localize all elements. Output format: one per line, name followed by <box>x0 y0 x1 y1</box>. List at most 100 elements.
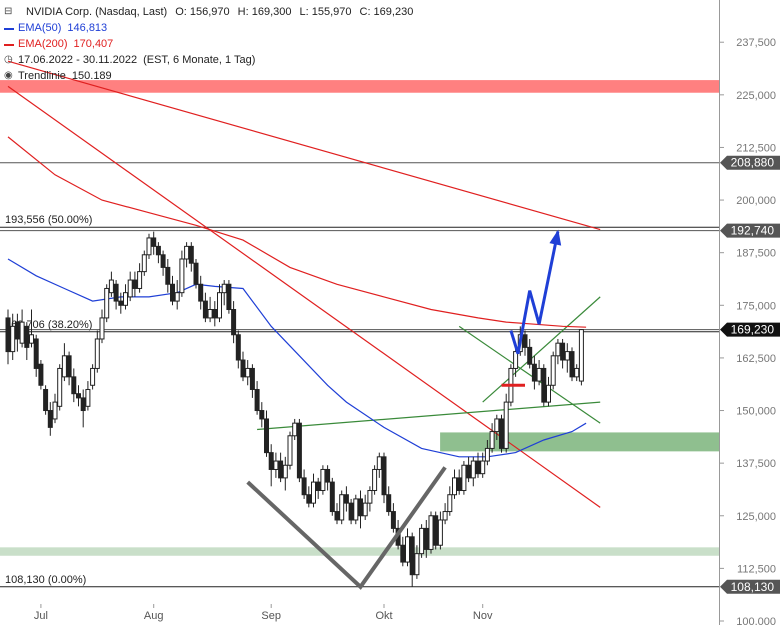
candle <box>226 280 232 314</box>
candle-body <box>372 468 378 492</box>
candle-body <box>325 468 331 483</box>
candle-body <box>127 279 133 298</box>
candle-body <box>123 292 128 306</box>
zone-band <box>0 80 719 93</box>
collapse-icon[interactable]: ⊟ <box>4 6 13 17</box>
candle <box>123 284 128 310</box>
candle-body <box>221 283 227 294</box>
price-tag: 108,130 <box>720 579 780 594</box>
candle-body <box>268 452 274 470</box>
candle-body <box>76 393 81 399</box>
fib-level-label: 193,556 (50.00%) <box>5 214 92 226</box>
y-tick-label: 200,000 <box>736 195 776 207</box>
candle-body <box>29 334 34 344</box>
candle-body <box>560 342 566 361</box>
v-formation <box>246 466 447 590</box>
candle-body <box>320 468 326 492</box>
legend-trendline-row[interactable]: ◉ Trendlinie 150.189 <box>4 68 413 84</box>
candle <box>99 309 105 344</box>
candle-body <box>155 245 161 256</box>
candle-body <box>437 519 443 546</box>
candle <box>217 284 222 323</box>
trendline-icon: ◉ <box>4 70 13 81</box>
legend-period-row[interactable]: ◷ 17.06.2022 - 30.11.2022 (EST, 6 Monate… <box>4 52 413 68</box>
y-tick-label: 112,500 <box>737 563 776 575</box>
candle-body <box>264 418 269 454</box>
candle-body <box>240 359 246 378</box>
candle <box>179 250 185 297</box>
candle-body <box>306 494 312 504</box>
candle <box>348 498 354 525</box>
candle-body <box>24 325 30 348</box>
candle <box>71 368 77 403</box>
candle-body <box>38 363 44 386</box>
candle-body <box>499 418 504 449</box>
candle-body <box>66 355 72 378</box>
candle <box>61 343 67 382</box>
candle-body <box>259 410 265 420</box>
x-tick-label: Okt <box>375 610 392 622</box>
y-tick-label: 187,500 <box>736 248 776 260</box>
candle-body <box>5 317 11 353</box>
x-axis: Jul Aug Sep Okt Nov <box>34 604 493 622</box>
legend-ema200-row[interactable]: EMA(200) 170,407 <box>4 36 413 52</box>
candle-body <box>71 376 77 395</box>
candle-body <box>564 351 570 361</box>
candle <box>390 503 396 533</box>
candle <box>296 418 302 483</box>
forecast-arrow-head <box>549 229 562 246</box>
candle <box>560 338 566 369</box>
candle <box>358 490 363 529</box>
candle <box>503 393 509 453</box>
candle-body <box>531 363 537 382</box>
instrument-title: NVIDIA Corp. (Nasdaq, Last) <box>26 6 168 18</box>
candle-body <box>226 283 232 311</box>
candle-body <box>19 321 25 344</box>
candle-body <box>461 464 467 492</box>
candle <box>57 364 63 411</box>
candle <box>574 364 580 382</box>
price-tag: 169,230 <box>720 322 780 337</box>
candle <box>329 477 335 516</box>
candle-body <box>484 447 490 462</box>
ema50-label: EMA(50) <box>18 22 62 34</box>
candle <box>419 524 425 558</box>
candle <box>132 271 138 297</box>
candle <box>273 452 279 478</box>
ema-lines <box>7 136 587 458</box>
candle-body <box>550 355 556 386</box>
candle <box>5 309 11 365</box>
price-tag-label: 169,230 <box>731 323 775 337</box>
candle-body <box>14 321 20 340</box>
candle <box>334 503 340 525</box>
candle <box>174 280 180 310</box>
candle-body <box>503 401 509 449</box>
candle-body <box>301 477 307 496</box>
clock-icon: ◷ <box>4 54 13 65</box>
candle <box>146 233 152 259</box>
candle-body <box>231 309 237 336</box>
candle-body <box>94 338 100 369</box>
candle <box>353 494 359 525</box>
y-tick-label: 137,500 <box>736 458 776 470</box>
candle-body <box>108 279 114 294</box>
ema50-line-icon <box>4 28 14 30</box>
candle <box>578 329 584 386</box>
candle <box>29 309 34 348</box>
candle-body <box>212 309 218 319</box>
candle <box>193 258 199 289</box>
trendline-label: Trendlinie <box>18 70 66 82</box>
candle <box>499 414 504 453</box>
candle <box>475 452 481 478</box>
candle <box>160 250 166 276</box>
candle-body <box>104 287 110 319</box>
candle-body <box>85 388 91 407</box>
legend-ema50-row[interactable]: EMA(50) 146,813 <box>4 20 413 36</box>
candle <box>33 334 39 377</box>
ema200-line-icon <box>4 44 14 46</box>
candle <box>212 301 218 327</box>
candle <box>66 351 72 386</box>
candle-body <box>353 498 359 521</box>
candle <box>433 511 439 550</box>
candle-body <box>522 334 528 348</box>
